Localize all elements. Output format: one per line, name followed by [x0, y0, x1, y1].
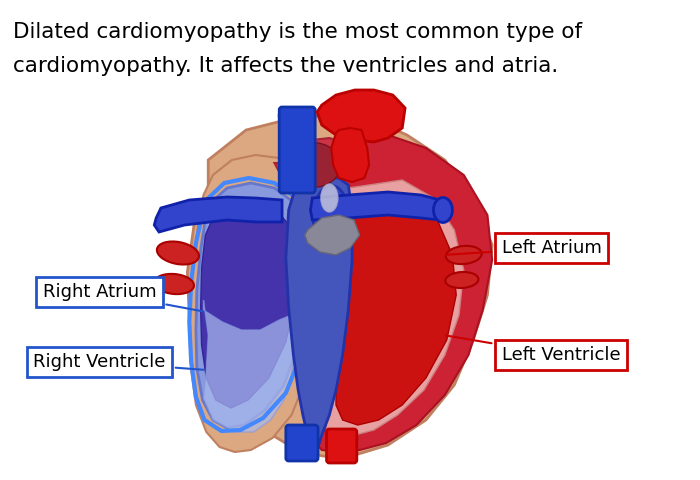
Text: Left Atrium: Left Atrium [446, 239, 601, 257]
Polygon shape [323, 180, 464, 435]
Text: Right Atrium: Right Atrium [43, 283, 204, 312]
Polygon shape [204, 300, 295, 432]
Ellipse shape [284, 143, 341, 188]
Polygon shape [336, 198, 456, 425]
Polygon shape [331, 128, 369, 182]
Polygon shape [189, 155, 322, 452]
Polygon shape [196, 183, 309, 428]
Ellipse shape [446, 246, 482, 264]
Polygon shape [188, 115, 492, 458]
FancyBboxPatch shape [286, 425, 318, 461]
Ellipse shape [314, 185, 349, 251]
Polygon shape [304, 215, 360, 255]
Ellipse shape [157, 241, 199, 264]
Text: cardiomyopathy. It affects the ventricles and atria.: cardiomyopathy. It affects the ventricle… [13, 56, 559, 76]
Ellipse shape [321, 184, 338, 212]
Polygon shape [317, 90, 405, 142]
Polygon shape [312, 135, 492, 452]
Ellipse shape [433, 197, 452, 223]
Polygon shape [201, 202, 298, 408]
Polygon shape [154, 197, 282, 232]
Ellipse shape [445, 272, 478, 288]
FancyBboxPatch shape [279, 107, 315, 193]
Text: Right Ventricle: Right Ventricle [33, 353, 204, 371]
Ellipse shape [154, 274, 194, 294]
FancyBboxPatch shape [326, 429, 357, 463]
Text: Left Ventricle: Left Ventricle [446, 336, 620, 364]
Polygon shape [310, 192, 443, 220]
Polygon shape [279, 108, 301, 192]
Polygon shape [286, 178, 352, 450]
Text: Dilated cardiomyopathy is the most common type of: Dilated cardiomyopathy is the most commo… [13, 22, 582, 42]
Polygon shape [274, 138, 349, 186]
